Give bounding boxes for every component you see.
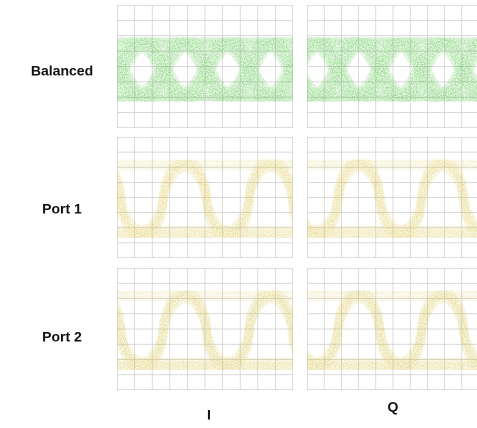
eye-panel <box>117 268 293 390</box>
column-label: I <box>207 407 211 423</box>
traces <box>117 30 293 109</box>
row-label: Port 2 <box>42 329 82 345</box>
eye-panel <box>117 5 293 128</box>
eye-panel <box>307 268 477 390</box>
traces <box>117 155 293 243</box>
row-label: Balanced <box>31 63 93 79</box>
column-label: Q <box>388 399 399 415</box>
row-label: Port 1 <box>42 201 82 217</box>
traces <box>117 286 293 375</box>
eye-panel <box>307 5 477 128</box>
traces <box>307 31 477 109</box>
panels <box>117 5 477 390</box>
eye-panel <box>117 137 293 258</box>
traces <box>307 155 477 243</box>
eye-panel <box>307 137 477 258</box>
traces <box>307 286 477 375</box>
